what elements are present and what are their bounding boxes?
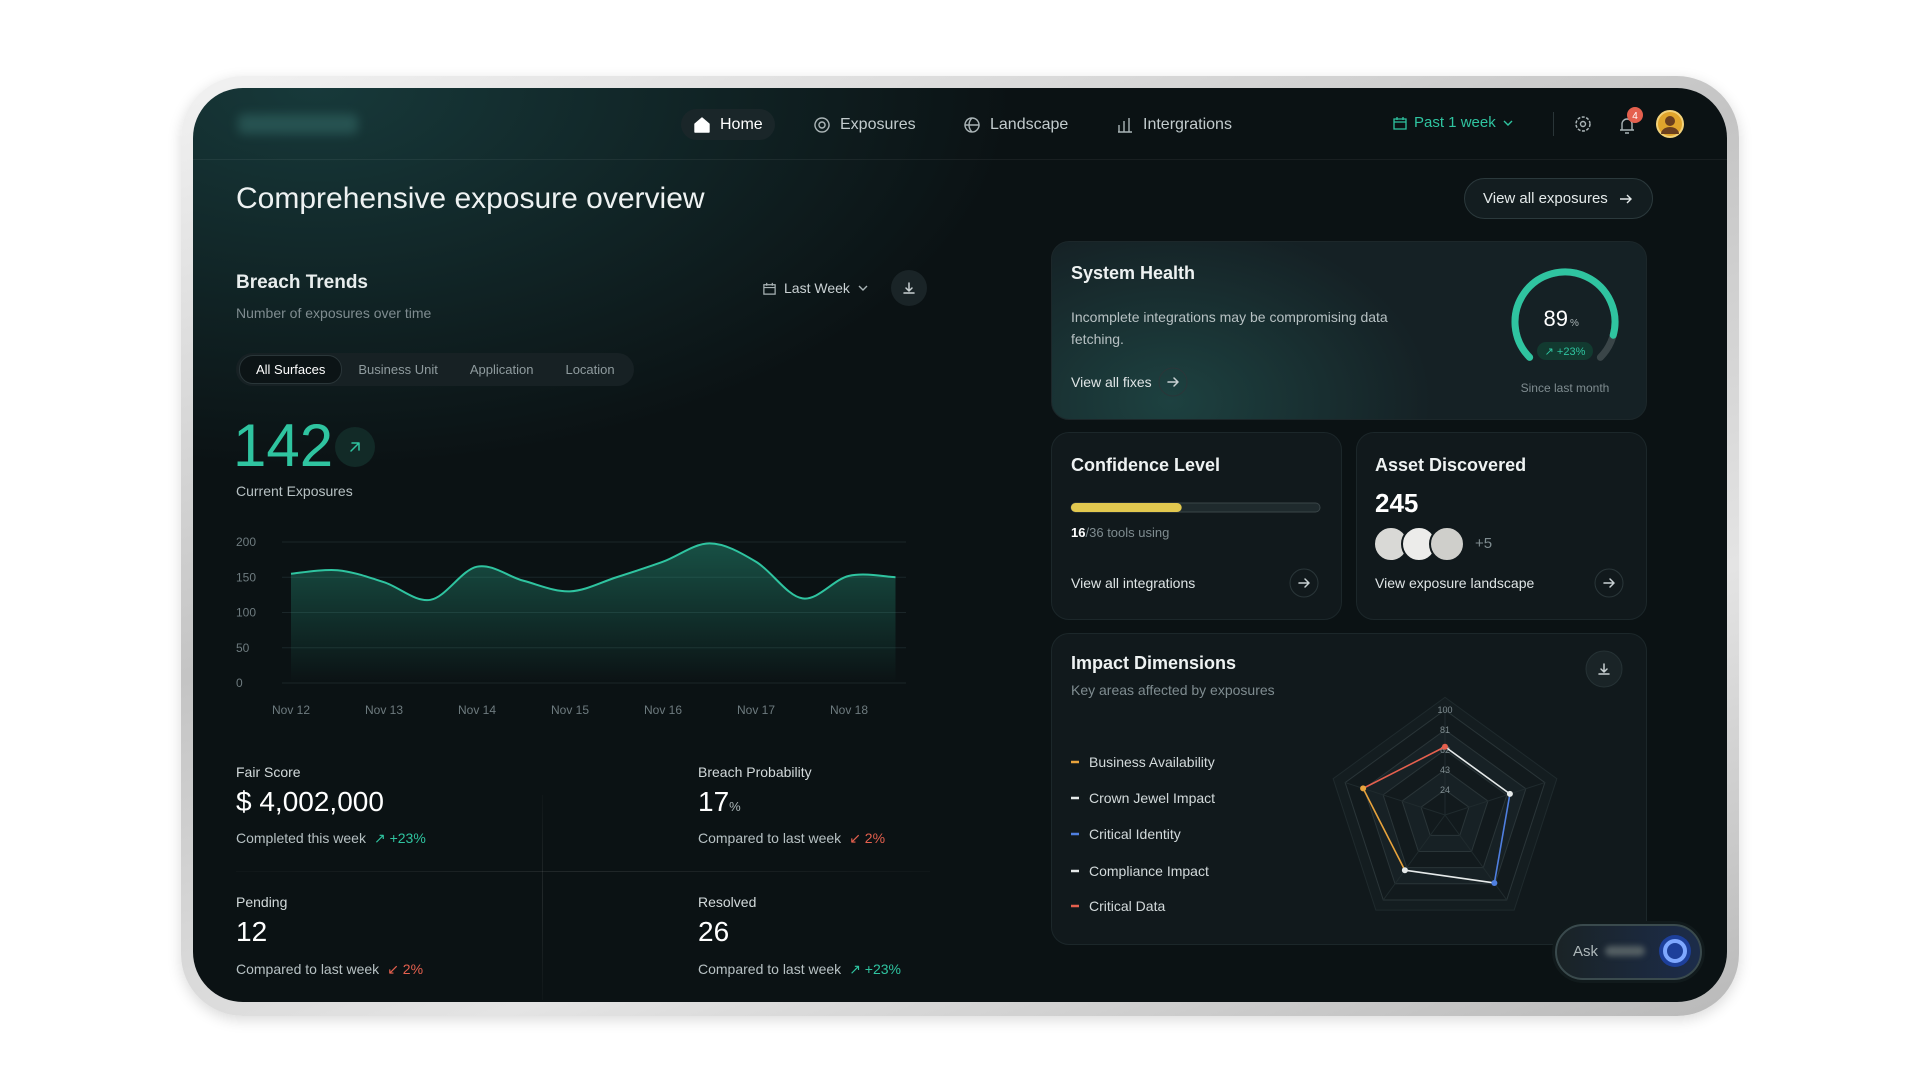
card-subtitle: Key areas affected by exposures <box>1071 682 1275 698</box>
stats-v-divider <box>542 795 543 1000</box>
stat-change: ↙ 2% <box>849 830 886 846</box>
stat-note-text: Completed this week <box>236 830 366 846</box>
nav-item[interactable]: Exposures <box>801 109 928 140</box>
nav-item[interactable]: Home <box>681 109 775 140</box>
section-subtitle: Number of exposures over time <box>236 305 432 321</box>
impact-card <box>1051 633 1647 945</box>
section-title: Breach Trends <box>236 272 368 293</box>
nav-label: Exposures <box>840 115 916 133</box>
view-landscape-link[interactable]: View exposure landscape <box>1375 575 1535 591</box>
stat-label: Breach Probability <box>698 764 812 780</box>
icon <box>814 116 830 133</box>
stat-label: Fair Score <box>236 764 301 780</box>
tab[interactable]: Business Unit <box>358 362 438 377</box>
card-title: Impact Dimensions <box>1071 653 1237 673</box>
stat-note-text: Compared to last week <box>236 961 380 977</box>
tab[interactable]: Location <box>565 362 615 377</box>
stat-value: 26 <box>698 916 729 948</box>
calendar-icon <box>763 282 776 295</box>
asset-more: +5 <box>1475 535 1493 552</box>
stat-number: 26 <box>698 916 730 947</box>
nav-item[interactable]: Landscape <box>951 109 1080 140</box>
asset-count: 245 <box>1375 488 1419 518</box>
stat-change: ↙ 2% <box>387 961 424 977</box>
tools-suffix: tools using <box>1107 525 1170 540</box>
tab[interactable]: Application <box>469 362 534 377</box>
card-title: System Health <box>1071 263 1196 283</box>
nav-label: Landscape <box>990 115 1069 133</box>
chevron-icon <box>1503 120 1513 126</box>
page-title: Comprehensive exposure overview <box>236 182 705 215</box>
calendar-icon <box>1393 116 1407 130</box>
stat-number: 17 <box>698 786 730 817</box>
stat-note: Completed this week ↗ +23% <box>236 830 426 847</box>
tools-used: 16 <box>1071 525 1086 540</box>
stat-note-text: Compared to last week <box>698 961 842 977</box>
nav-divider <box>193 159 1727 160</box>
gauge-caption: Since last month <box>1520 381 1610 395</box>
stat-label: Pending <box>236 894 288 910</box>
range-label: Last Week <box>784 280 850 296</box>
current-exposures: 142 <box>233 412 334 479</box>
icon-shape <box>1118 117 1132 133</box>
tools-count: 16/36 tools using <box>1071 525 1169 540</box>
vertical-divider <box>1553 112 1554 136</box>
card-text: Incomplete integrations may be compromis… <box>1071 309 1388 347</box>
tools-total: 36 <box>1089 525 1104 540</box>
view-integrations-link[interactable]: View all integrations <box>1071 575 1196 591</box>
nav-label: Home <box>720 115 763 133</box>
icon <box>964 116 980 133</box>
logo <box>238 114 358 134</box>
nav-item[interactable]: Intergrations <box>1104 109 1244 140</box>
icon-shape <box>694 116 710 133</box>
icon-shape <box>964 116 980 133</box>
icon-shape <box>763 282 776 295</box>
card-title: Confidence Level <box>1071 455 1221 475</box>
view-fixes-link[interactable]: View all fixes <box>1071 374 1152 390</box>
period-select[interactable]: Past 1 week <box>1392 114 1514 131</box>
stat-note-text: Compared to last week <box>698 830 842 846</box>
tab[interactable]: All Surfaces <box>239 355 343 384</box>
range-select[interactable]: Last Week <box>762 280 869 296</box>
card-title: Asset Discovered <box>1375 455 1527 475</box>
ask-placeholder <box>1605 946 1645 956</box>
icon-shape <box>1393 116 1407 130</box>
view-all-exposures-button[interactable]: View all exposures <box>1464 178 1653 219</box>
icon-shape <box>1619 194 1632 203</box>
stats-h-divider <box>236 871 930 872</box>
ask-label: Ask <box>1573 943 1599 960</box>
stat-note: Compared to last week ↗ +23% <box>698 961 901 978</box>
icon-shape <box>814 116 830 133</box>
stat-number: $ 4,002,000 <box>236 786 384 817</box>
current-label: Current Exposures <box>236 483 353 499</box>
icon <box>694 116 710 133</box>
stat-value: 12 <box>236 916 267 948</box>
button-label: View all exposures <box>1483 190 1608 207</box>
tab-bar: All Surfaces Business Unit Application Loca… <box>236 353 634 386</box>
icon-shape <box>1503 120 1513 126</box>
stat-label: Resolved <box>698 894 757 910</box>
arrow-icon <box>1619 194 1632 203</box>
nav-label: Intergrations <box>1143 115 1232 133</box>
icon-shape <box>858 285 868 291</box>
stat-unit: % <box>729 799 741 814</box>
icon <box>1118 117 1132 133</box>
stat-number: 12 <box>236 916 268 947</box>
stat-value: $ 4,002,000 <box>236 786 384 818</box>
stat-note: Compared to last week ↙ 2% <box>236 961 423 978</box>
period-label: Past 1 week <box>1414 114 1496 131</box>
stat-change: ↗ +23% <box>373 830 426 846</box>
stat-change: ↗ +23% <box>849 961 902 977</box>
chevron-icon <box>858 285 868 291</box>
stat-note: Compared to last week ↙ 2% <box>698 830 885 847</box>
tools-separator: / <box>1085 525 1090 540</box>
stat-value: 17% <box>698 786 741 818</box>
